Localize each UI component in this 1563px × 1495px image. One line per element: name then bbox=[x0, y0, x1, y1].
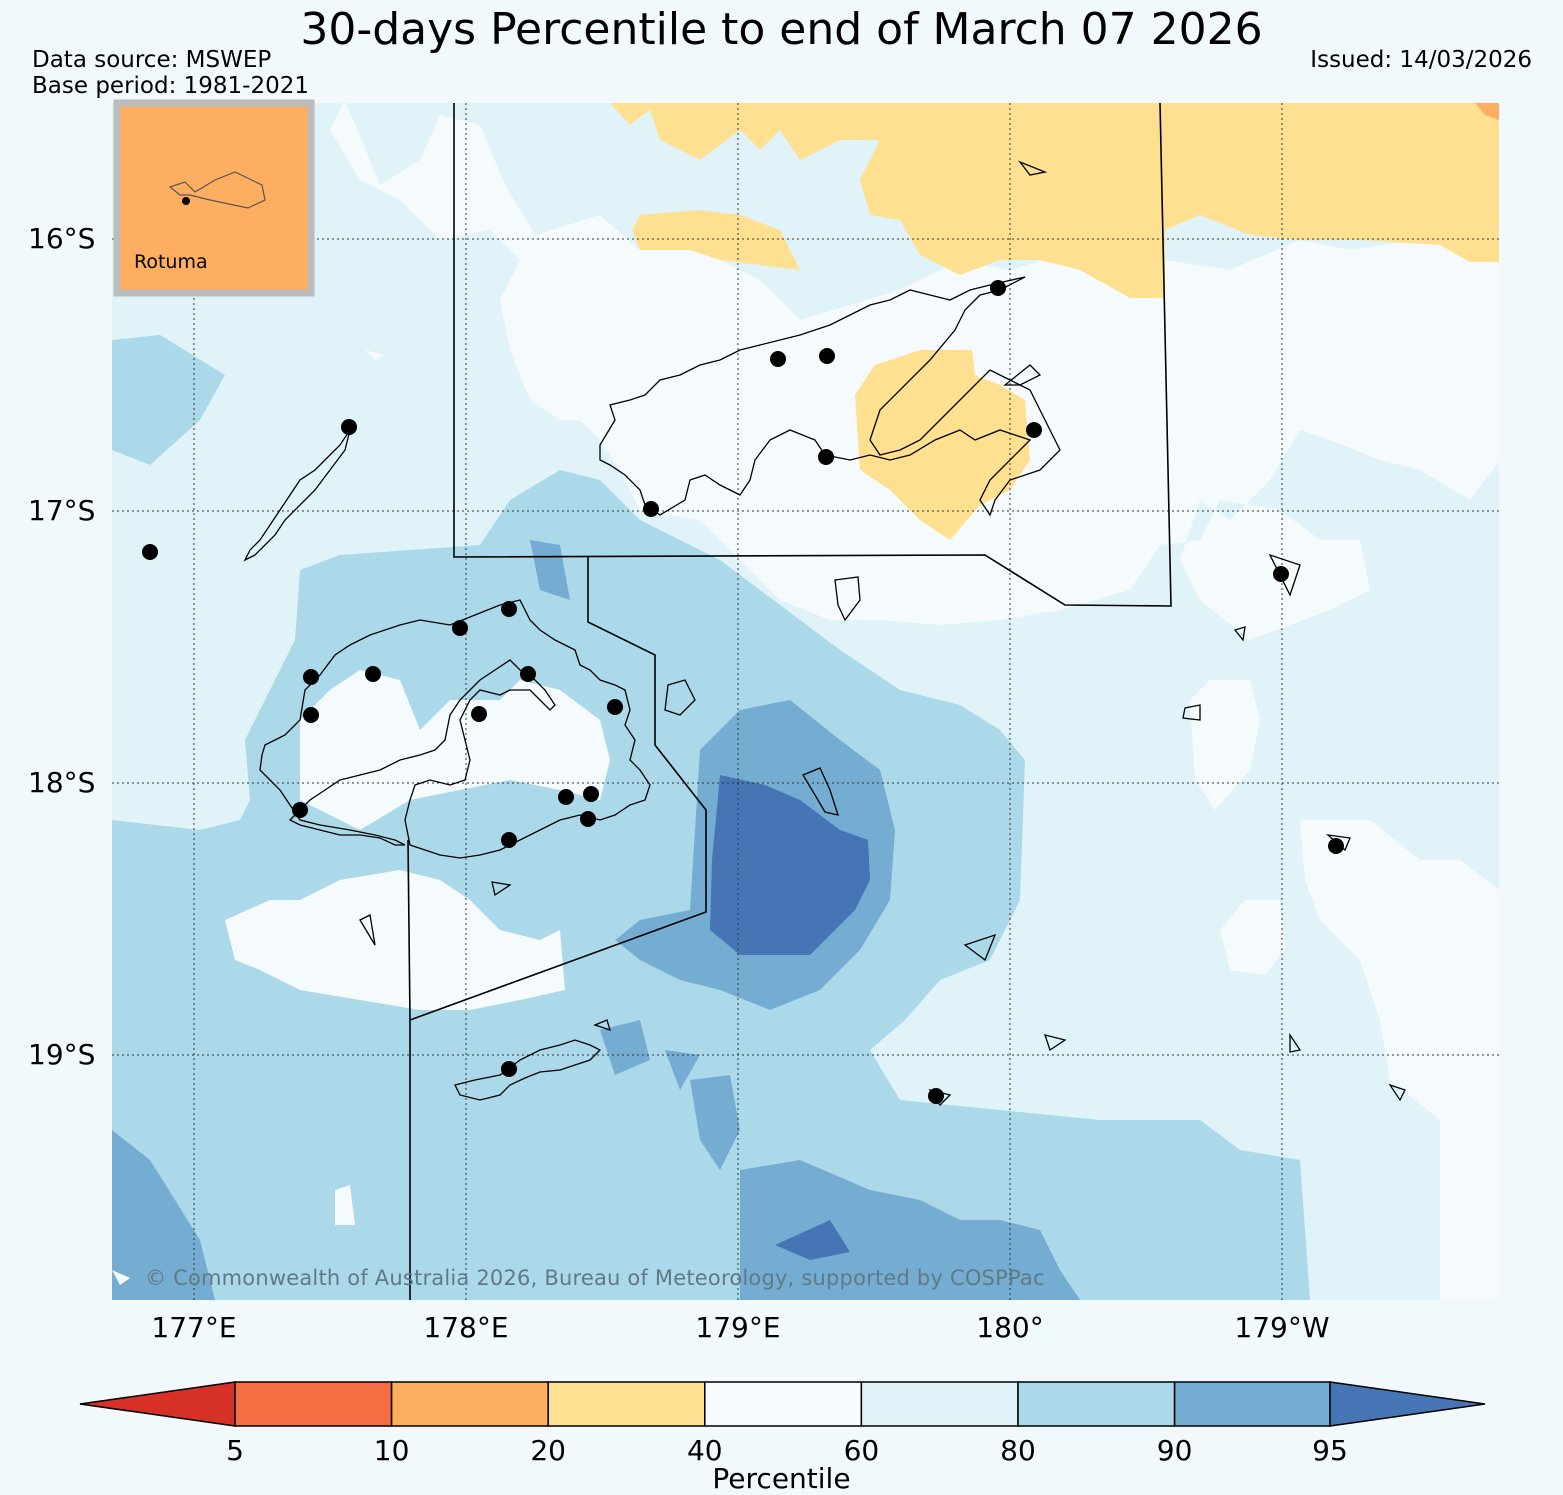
station-dot bbox=[819, 348, 835, 364]
station-dot bbox=[182, 197, 190, 205]
lat-label-16s: 16°S bbox=[28, 222, 96, 255]
station-dot bbox=[1026, 422, 1042, 438]
station-dot bbox=[501, 601, 517, 617]
data-source-label: Data source: MSWEP bbox=[32, 47, 272, 73]
island-coastline bbox=[834, 576, 861, 622]
copyright-notice: © Commonwealth of Australia 2026, Bureau… bbox=[145, 1266, 1045, 1290]
lat-label-19s: 19°S bbox=[28, 1038, 96, 1071]
colorbar-bin-5-10 bbox=[234, 1381, 393, 1427]
map-title: 30-days Percentile to end of March 07 20… bbox=[300, 4, 1263, 55]
colorbar-tick: 10 bbox=[373, 1434, 410, 1467]
colorbar-bin-90-95 bbox=[1173, 1381, 1331, 1427]
lon-label-177e: 177°E bbox=[151, 1311, 237, 1344]
station-dot bbox=[501, 1061, 517, 1077]
yasawa-coastline bbox=[243, 429, 351, 562]
station-markers bbox=[142, 280, 1344, 1104]
colorbar-tick: 95 bbox=[1312, 1434, 1348, 1467]
station-dot bbox=[990, 280, 1006, 296]
lon-label-179w: 179°W bbox=[1234, 1311, 1330, 1344]
lon-label-179e: 179°E bbox=[695, 1311, 781, 1344]
island-coastline bbox=[593, 1019, 611, 1032]
colorbar-tick: 40 bbox=[686, 1434, 723, 1467]
coastlines bbox=[243, 160, 1406, 1107]
graticule bbox=[112, 103, 1499, 1300]
island-coastline bbox=[491, 881, 512, 897]
colorbar-bin-60-80 bbox=[860, 1381, 1019, 1427]
rotuma-inset bbox=[113, 99, 315, 297]
station-dot bbox=[520, 666, 536, 682]
colorbar bbox=[79, 1381, 1486, 1427]
station-dot bbox=[341, 419, 357, 435]
colorbar-bin-40-60 bbox=[704, 1381, 863, 1427]
station-dot bbox=[607, 699, 623, 715]
colorbar-title: Percentile bbox=[712, 1462, 851, 1495]
lat-label-18s: 18°S bbox=[28, 766, 96, 799]
contour-95-plus bbox=[710, 775, 870, 1260]
station-dot bbox=[818, 449, 834, 465]
station-dot bbox=[365, 666, 381, 682]
island-coastline bbox=[1233, 626, 1246, 642]
lon-label-178e: 178°E bbox=[423, 1311, 509, 1344]
contour-20-40 bbox=[610, 103, 1499, 298]
contour-90-95 bbox=[112, 540, 1080, 1300]
station-dot bbox=[558, 789, 574, 805]
colorbar-bin-20-40 bbox=[547, 1381, 706, 1427]
inset-label-rotuma: Rotuma bbox=[134, 251, 208, 273]
station-dot bbox=[501, 832, 517, 848]
lat-label-17s: 17°S bbox=[28, 494, 96, 527]
station-dot bbox=[1273, 566, 1289, 582]
station-dot bbox=[583, 786, 599, 802]
colorbar-tick: 80 bbox=[1000, 1434, 1036, 1467]
contour-20-40 bbox=[855, 350, 1030, 540]
island-coastline bbox=[963, 933, 997, 962]
vanua-levu-coastline bbox=[599, 276, 1061, 517]
issued-date-label: Issued: 14/03/2026 bbox=[1310, 47, 1532, 73]
station-dot bbox=[928, 1088, 944, 1104]
contour-40-60 bbox=[1220, 900, 1285, 975]
island-coastline bbox=[664, 679, 696, 716]
contour-40-60 bbox=[1300, 820, 1499, 1300]
station-dot bbox=[292, 802, 308, 818]
contour-40-60 bbox=[1190, 680, 1260, 810]
island-coastline bbox=[1018, 160, 1048, 176]
station-dot bbox=[452, 620, 468, 636]
lon-label-180: 180° bbox=[976, 1311, 1044, 1344]
island-coastline bbox=[359, 914, 376, 946]
island-coastline bbox=[1388, 1083, 1406, 1102]
island-coastline bbox=[1044, 1034, 1067, 1052]
boundary-lines bbox=[407, 102, 1172, 1300]
island-coastline bbox=[1182, 704, 1201, 721]
contour-10-20 bbox=[1475, 103, 1499, 120]
colorbar-tick: 60 bbox=[843, 1434, 880, 1467]
colorbar-tick: 20 bbox=[530, 1434, 567, 1467]
island-coastline bbox=[802, 767, 839, 816]
base-period-label: Base period: 1981-2021 bbox=[32, 73, 310, 99]
island-coastline bbox=[1289, 1032, 1302, 1053]
rotuma-coastline bbox=[168, 171, 266, 209]
station-dot bbox=[1328, 838, 1344, 854]
colorbar-tick: 90 bbox=[1156, 1434, 1193, 1467]
taveuni-coastline bbox=[1003, 364, 1042, 386]
viti-levu-coastline bbox=[259, 599, 651, 859]
station-dot bbox=[303, 669, 319, 685]
colorbar-bin-80-90 bbox=[1017, 1381, 1176, 1427]
colorbar-extend-high bbox=[1329, 1381, 1486, 1427]
station-dot bbox=[580, 811, 596, 827]
percentile-field bbox=[112, 103, 1499, 1300]
station-dot bbox=[643, 501, 659, 517]
station-dot bbox=[142, 544, 158, 560]
colorbar-extend-low bbox=[79, 1381, 236, 1427]
kadavu-coastline bbox=[454, 1039, 602, 1101]
colorbar-bin-10-20 bbox=[390, 1381, 549, 1427]
station-dot bbox=[770, 351, 786, 367]
colorbar-tick: 5 bbox=[226, 1434, 244, 1467]
contour-40-60 bbox=[300, 670, 610, 830]
station-dot bbox=[303, 707, 319, 723]
station-dot bbox=[471, 706, 487, 722]
contour-40-60 bbox=[225, 870, 565, 1010]
